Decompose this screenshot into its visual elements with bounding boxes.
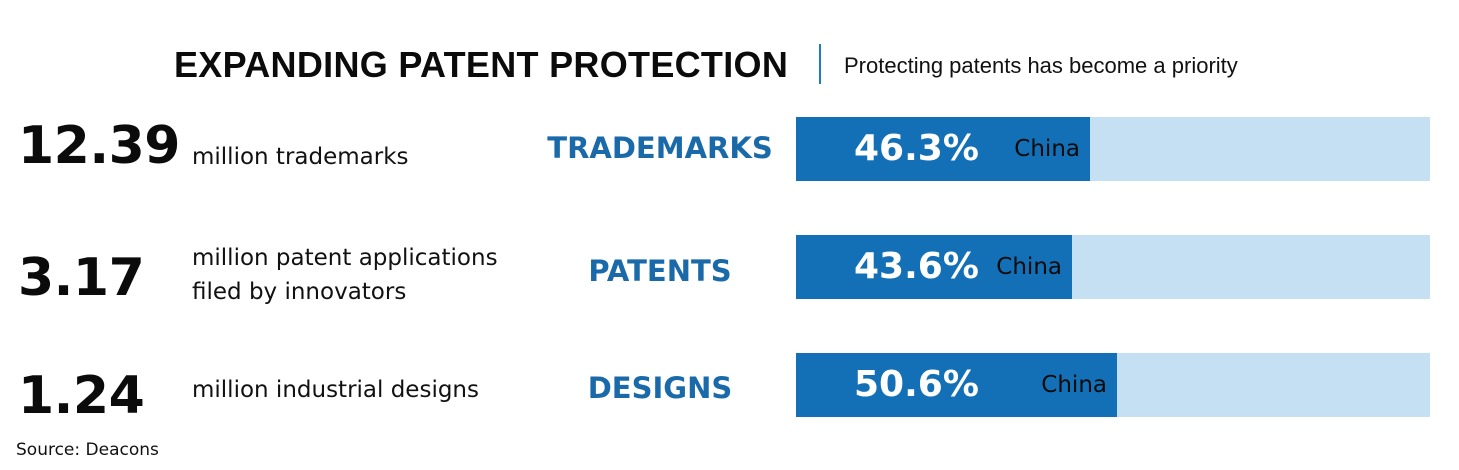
source-note: Source: Deacons <box>16 440 159 460</box>
bar-designs <box>796 353 1117 417</box>
description-trademarks: million trademarks <box>192 144 409 170</box>
description-designs: million industrial designs <box>192 377 479 403</box>
bar-value-label-patents: 43.6% <box>854 246 979 287</box>
category-label-trademarks: TRADEMARKS <box>547 131 773 165</box>
description-patents: million patent applications filed by inn… <box>192 245 498 305</box>
figure-patents: 3.17 <box>18 248 145 308</box>
bar-value-label-designs: 50.6% <box>854 364 979 405</box>
chart-subtitle: Protecting patents has become a priority <box>844 53 1238 78</box>
bar-trademarks <box>796 117 1090 181</box>
bar-patents <box>796 235 1072 299</box>
bar-country-label-trademarks: China <box>1014 136 1080 162</box>
bar-country-label-designs: China <box>1041 372 1107 398</box>
bar-track-patents: 43.6% China <box>796 235 1430 299</box>
title-divider <box>819 44 821 84</box>
figure-designs: 1.24 <box>18 366 145 426</box>
bar-track-designs: 50.6% China <box>796 353 1430 417</box>
category-label-designs: DESIGNS <box>587 371 733 405</box>
category-label-patents: PATENTS <box>588 254 732 288</box>
chart-title: EXPANDING PATENT PROTECTION <box>174 44 789 85</box>
bar-track-trademarks: 46.3% China <box>796 117 1430 181</box>
bar-country-label-patents: China <box>996 254 1062 280</box>
bar-value-label-trademarks: 46.3% <box>854 128 979 169</box>
figure-trademarks: 12.39 <box>18 116 180 176</box>
